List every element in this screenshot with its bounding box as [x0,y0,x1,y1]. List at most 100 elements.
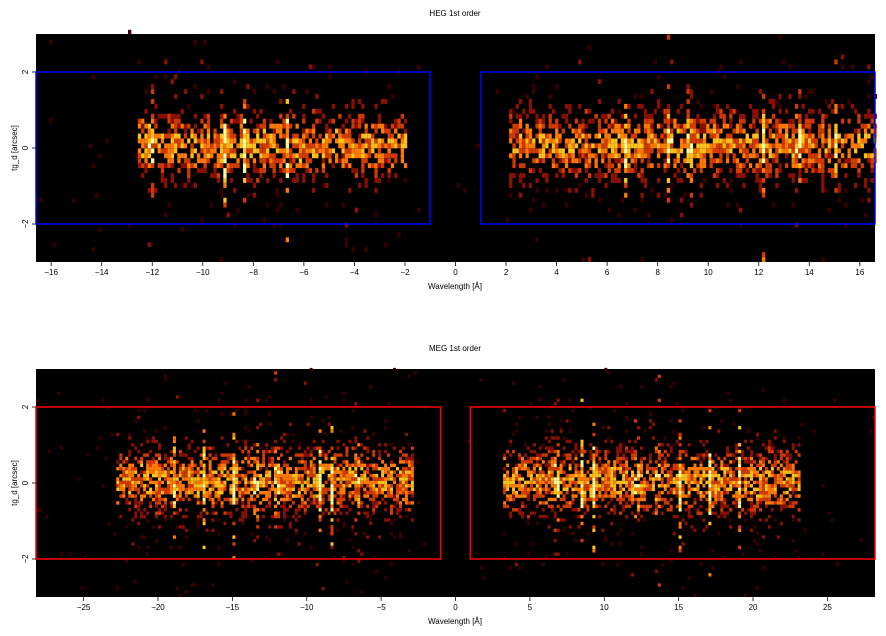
heatmap-cell [184,590,188,594]
heatmap-cell [669,467,673,471]
heatmap-cell [836,562,840,567]
heatmap-cell [522,128,526,134]
heatmap-cell [137,415,141,420]
heatmap-cell [167,143,171,149]
heatmap-cell [169,514,173,519]
heatmap-cell [196,480,200,485]
x-tick-label: 14 [805,268,814,277]
heatmap-cell [834,163,838,169]
heatmap-cell [247,463,251,467]
heatmap-cell [266,84,270,90]
heatmap-cell [526,467,530,471]
heatmap-cell [672,477,676,481]
meg-extraction-regions [35,406,876,560]
heatmap-cell [407,374,411,379]
heatmap-cell [155,470,158,474]
heatmap-cell [791,484,795,488]
heatmap-cell [833,398,837,402]
heatmap-cell [568,103,572,109]
heatmap-cell [397,133,401,139]
heatmap-cell [297,443,301,447]
heatmap-cell [535,456,539,461]
heatmap-cell [262,449,266,454]
heatmap-cell [131,518,135,522]
heatmap-cell [172,453,176,457]
heatmap-cell [213,168,217,173]
heatmap-cell [764,456,768,461]
heatmap-cell [708,426,712,430]
heatmap-cell [220,138,224,144]
heatmap-cell [187,103,191,109]
heatmap-cell [285,99,289,104]
x-tick-label: 25 [823,603,832,612]
heatmap-cell [844,138,848,144]
heatmap-cell [252,128,257,134]
heatmap-cell [268,470,272,474]
heatmap-cell [253,480,257,485]
heatmap-cell [122,491,126,495]
heatmap-cell [303,381,307,385]
heatmap-cell [249,118,253,124]
heatmap-cell [645,470,649,474]
heatmap-cell [709,158,713,164]
heatmap-cell [577,508,581,512]
heatmap-cell [208,480,212,485]
heatmap-cell [663,501,667,505]
heatmap-cell [407,460,411,464]
heatmap-cell [797,453,801,457]
heatmap-cell [369,514,373,519]
heatmap-cell [243,158,247,164]
extraction-region-1 [35,406,442,560]
heatmap-cell [669,473,673,478]
heatmap-cell [309,367,313,372]
heatmap-cell [181,514,185,519]
heatmap-cell [614,143,618,149]
heatmap-cell [654,473,658,478]
heatmap-cell [693,593,697,597]
heatmap-cell [699,494,703,498]
heatmap-cell [750,449,753,454]
heatmap-cell [785,463,789,467]
heatmap-cell [149,480,153,485]
heatmap-cell [275,59,280,65]
heatmap-cell [250,446,254,450]
heatmap-cell [374,143,378,149]
heatmap-cell [613,477,617,481]
heatmap-cell [233,222,237,228]
heatmap-cell [711,494,715,498]
heatmap-cell [309,415,313,420]
heatmap-cell [348,133,352,139]
heatmap-cell [610,118,615,124]
heatmap-cell [259,168,263,173]
heatmap-cell [226,138,230,144]
heatmap-cell [381,123,385,129]
heatmap-cell [354,207,358,213]
heatmap-cell [756,501,759,505]
heatmap-cell [122,477,126,481]
heatmap-cell [318,480,322,485]
heatmap-cell [693,138,697,144]
heatmap-cell [407,456,411,461]
heatmap-cell [622,494,626,498]
heatmap-cell [607,143,611,149]
heatmap-cell [750,511,753,515]
heatmap-cell [119,494,123,498]
heatmap-cell [705,470,709,474]
heatmap-cell [708,494,712,498]
heatmap-cell [627,168,631,173]
heatmap-cell [268,477,272,481]
heatmap-cell [607,153,611,159]
heatmap-cell [613,473,617,478]
heatmap-cell [190,473,194,478]
heatmap-cell [604,477,608,481]
heatmap-cell [196,514,200,519]
heatmap-cell [598,467,602,471]
heatmap-cell [541,158,546,164]
heatmap-cell [344,128,349,134]
heatmap-cell [630,153,634,159]
heatmap-cell [155,497,158,502]
heatmap-cell [282,168,286,173]
heatmap-cell [686,113,690,119]
heatmap-cell [684,501,688,505]
heatmap-cell [669,491,673,495]
